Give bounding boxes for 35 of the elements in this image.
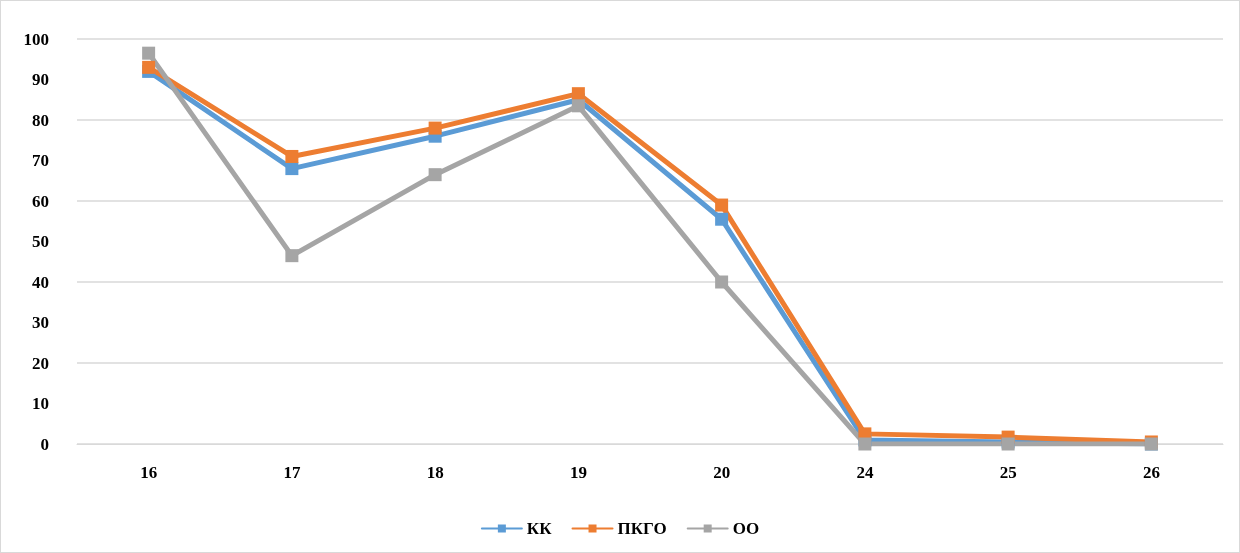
y-tick-label: 10 bbox=[32, 394, 49, 413]
point bbox=[715, 212, 729, 226]
x-tick-label: 17 bbox=[283, 463, 301, 482]
x-tick-label: 16 bbox=[140, 463, 158, 482]
y-tick-label: 50 bbox=[32, 232, 49, 251]
point bbox=[285, 162, 299, 176]
point bbox=[285, 149, 299, 163]
x-tick-label: 24 bbox=[856, 463, 874, 482]
point bbox=[571, 99, 585, 113]
x-tick-label: 19 bbox=[569, 463, 587, 482]
y-tick-label: 60 bbox=[32, 191, 49, 211]
point bbox=[858, 437, 872, 451]
point bbox=[142, 60, 156, 74]
point bbox=[715, 198, 729, 212]
point bbox=[715, 275, 729, 289]
y-tick-label: 80 bbox=[32, 110, 49, 130]
point bbox=[428, 168, 442, 182]
y-tick-label: 100 bbox=[23, 29, 49, 49]
point bbox=[285, 249, 299, 263]
y-tick-label: 20 bbox=[32, 353, 49, 373]
legend-label: КК bbox=[526, 519, 553, 538]
x-tick-label: 25 bbox=[999, 463, 1017, 482]
y-tick-label: 30 bbox=[32, 313, 49, 332]
point bbox=[142, 46, 156, 60]
y-tick-label: 70 bbox=[32, 151, 49, 170]
legend-label: ОО bbox=[732, 519, 760, 538]
y-tick-label: 90 bbox=[32, 70, 49, 89]
x-tick-label: 20 bbox=[713, 463, 731, 482]
y-tick-label: 40 bbox=[32, 272, 49, 292]
x-tick-label: 26 bbox=[1142, 463, 1160, 482]
point bbox=[428, 121, 442, 135]
legend-label: ПКГО bbox=[617, 519, 667, 538]
y-tick-label: 0 bbox=[40, 434, 49, 454]
x-tick-label: 18 bbox=[426, 463, 444, 482]
point bbox=[571, 87, 585, 101]
